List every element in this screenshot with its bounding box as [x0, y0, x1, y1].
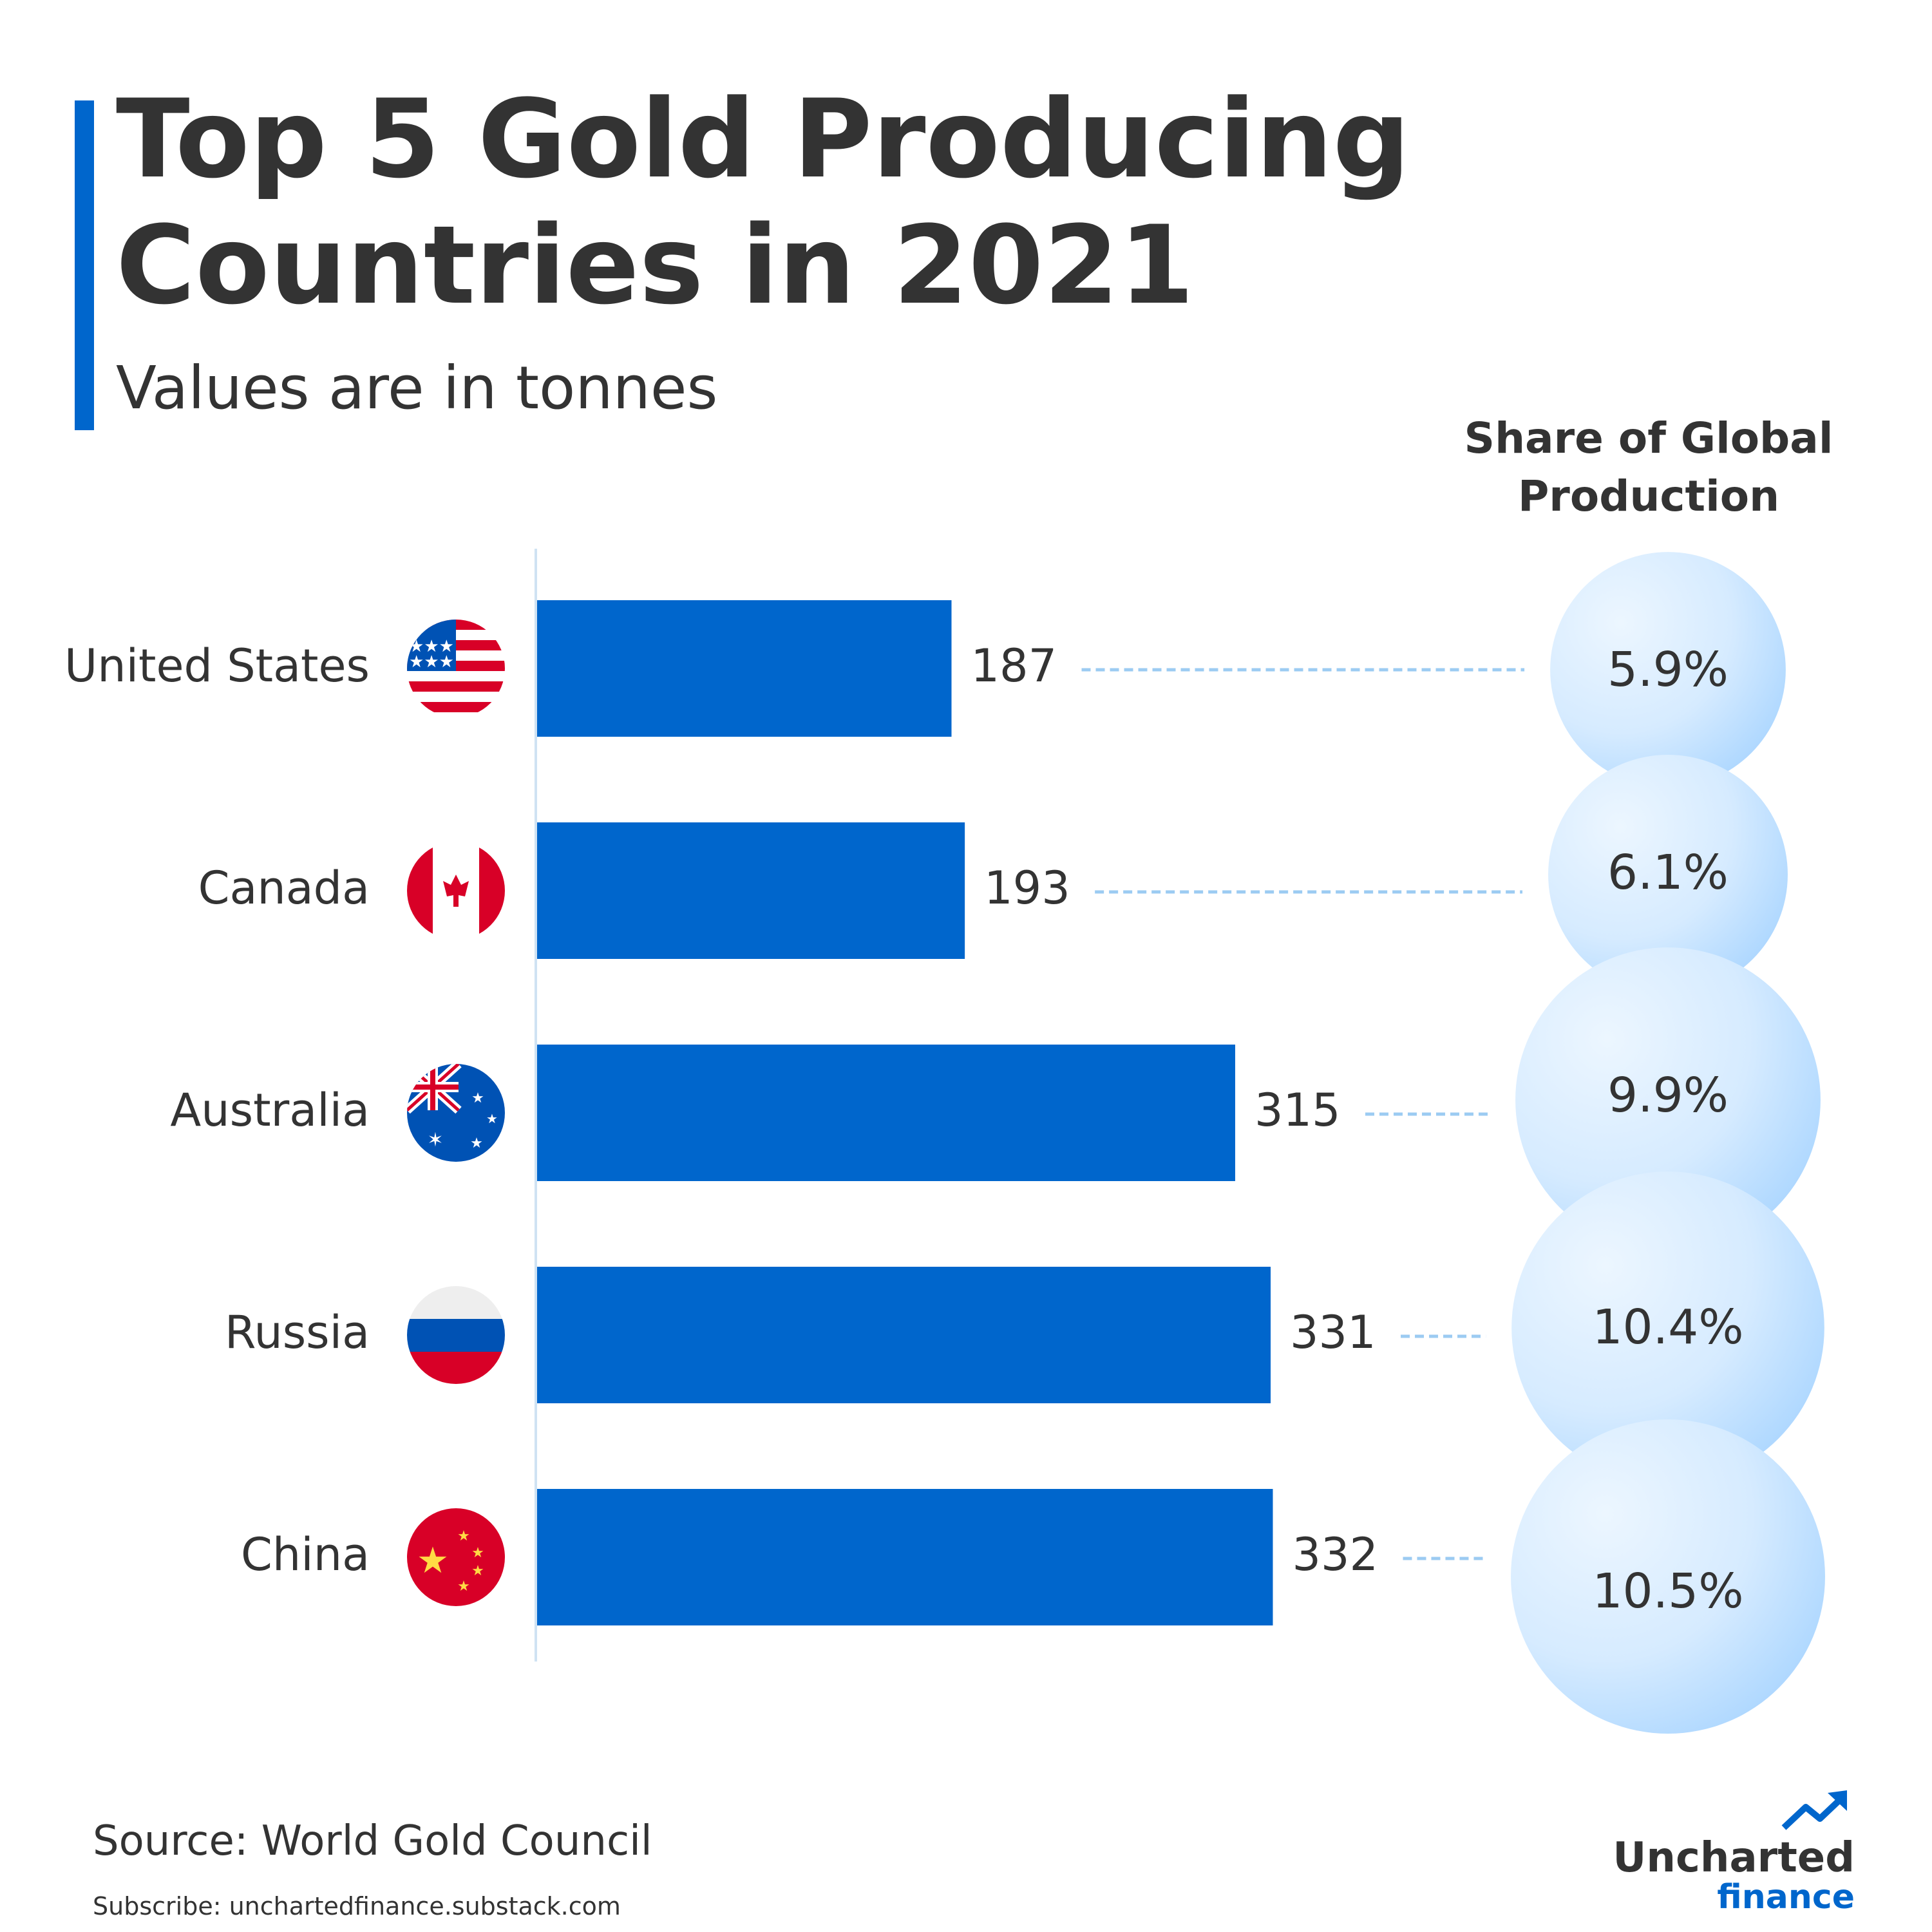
category-label: United States: [64, 639, 370, 692]
svg-text:★: ★: [486, 1111, 498, 1126]
share-bubble: [1550, 552, 1786, 788]
bar-russia: [537, 1267, 1271, 1403]
title-accent-bar: [75, 100, 94, 430]
us-flag-icon: ★★★ ★★★: [407, 620, 505, 717]
share-label: 9.9%: [1607, 1068, 1728, 1123]
trend-arrow-icon: [1781, 1790, 1847, 1830]
svg-text:★: ★: [457, 1578, 470, 1595]
russia-flag-icon: [407, 1286, 505, 1384]
bar-canada: [537, 822, 965, 959]
value-label: 193: [984, 862, 1070, 914]
svg-text:★: ★: [471, 1563, 484, 1579]
logo-wordmark-top: Uncharted: [1613, 1834, 1855, 1882]
svg-text:★: ★: [471, 1545, 484, 1561]
category-label: China: [241, 1528, 370, 1581]
bar-australia: [537, 1045, 1235, 1181]
svg-text:✶: ✶: [427, 1129, 443, 1151]
svg-text:★★★: ★★★: [409, 652, 454, 672]
brand-logo: Uncharted finance: [1584, 1788, 1855, 1917]
share-label: 10.5%: [1592, 1564, 1743, 1619]
svg-text:★: ★: [417, 1540, 449, 1582]
share-label: 10.4%: [1592, 1300, 1743, 1355]
value-label: 187: [971, 639, 1057, 692]
share-bubble: [1548, 755, 1788, 994]
share-label: 5.9%: [1607, 642, 1728, 697]
share-bubble: [1511, 1171, 1824, 1484]
value-label: 331: [1290, 1306, 1376, 1359]
svg-text:★: ★: [457, 1528, 470, 1544]
svg-text:★★★: ★★★: [409, 637, 454, 656]
bar-china: [537, 1489, 1273, 1625]
category-label: Australia: [170, 1084, 370, 1137]
category-label: Russia: [225, 1306, 370, 1359]
value-label: 315: [1255, 1084, 1341, 1137]
share-label: 6.1%: [1607, 845, 1728, 900]
chart-title: Top 5 Gold Producing Countries in 2021: [116, 76, 1410, 328]
share-column-header: Share of Global Production: [1464, 413, 1833, 521]
bar-united-states: [537, 600, 952, 737]
chart-subtitle: Values are in tonnes: [116, 354, 718, 422]
svg-text:★: ★: [470, 1135, 483, 1151]
subscribe-link[interactable]: Subscribe: unchartedfinance.substack.com: [93, 1892, 621, 1920]
china-flag-icon: ★ ★ ★ ★ ★: [407, 1508, 505, 1606]
australia-flag-icon: ✶ ★ ★ ★: [407, 1064, 505, 1162]
svg-text:★: ★: [471, 1090, 484, 1106]
category-label: Canada: [198, 862, 370, 914]
share-bubble: [1515, 947, 1821, 1253]
source-note: Source: World Gold Council: [93, 1817, 652, 1865]
value-label: 332: [1292, 1528, 1378, 1581]
canada-flag-icon: [407, 842, 505, 940]
logo-wordmark-bottom: finance: [1717, 1878, 1855, 1917]
share-bubble: [1511, 1419, 1825, 1734]
